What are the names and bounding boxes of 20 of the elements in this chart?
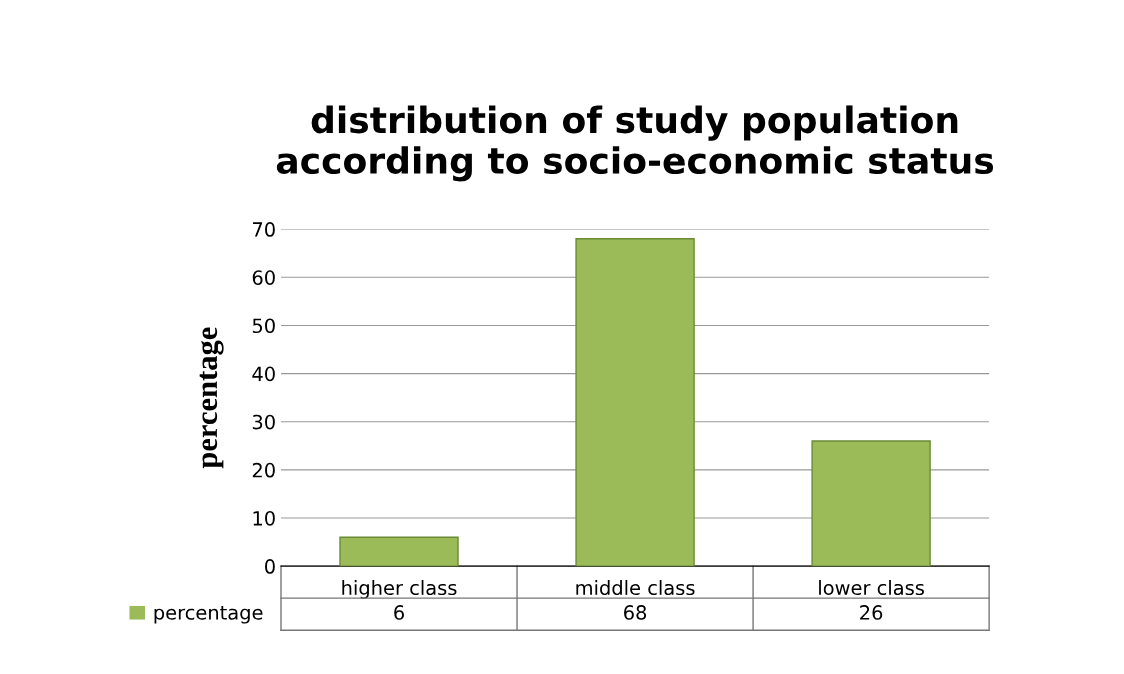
y-tick-label: 0 <box>265 559 275 574</box>
bar <box>811 440 931 567</box>
y-tick-label: 70 <box>252 222 275 237</box>
x-tick-label: middle class <box>576 580 695 596</box>
x-tick-label: higher class <box>342 580 457 599</box>
data-label: 68 <box>624 605 647 620</box>
x-tick-label: lower class <box>819 580 924 596</box>
y-tick-label: 50 <box>252 318 275 334</box>
y-tick-label: 40 <box>252 366 275 382</box>
y-tick-label: 30 <box>252 414 275 430</box>
y-axis-title: percentage <box>199 327 224 469</box>
data-label: 26 <box>860 605 883 620</box>
y-tick-label: 60 <box>252 270 275 285</box>
legend-label: percentage <box>154 605 263 624</box>
data-label: 6 <box>394 605 404 620</box>
y-tick-label: 10 <box>253 510 275 526</box>
y-tick-label: 20 <box>252 462 275 478</box>
bar <box>339 536 459 567</box>
bar <box>575 238 695 567</box>
chart-title: distribution of study population according to socio-economic status <box>276 105 994 182</box>
